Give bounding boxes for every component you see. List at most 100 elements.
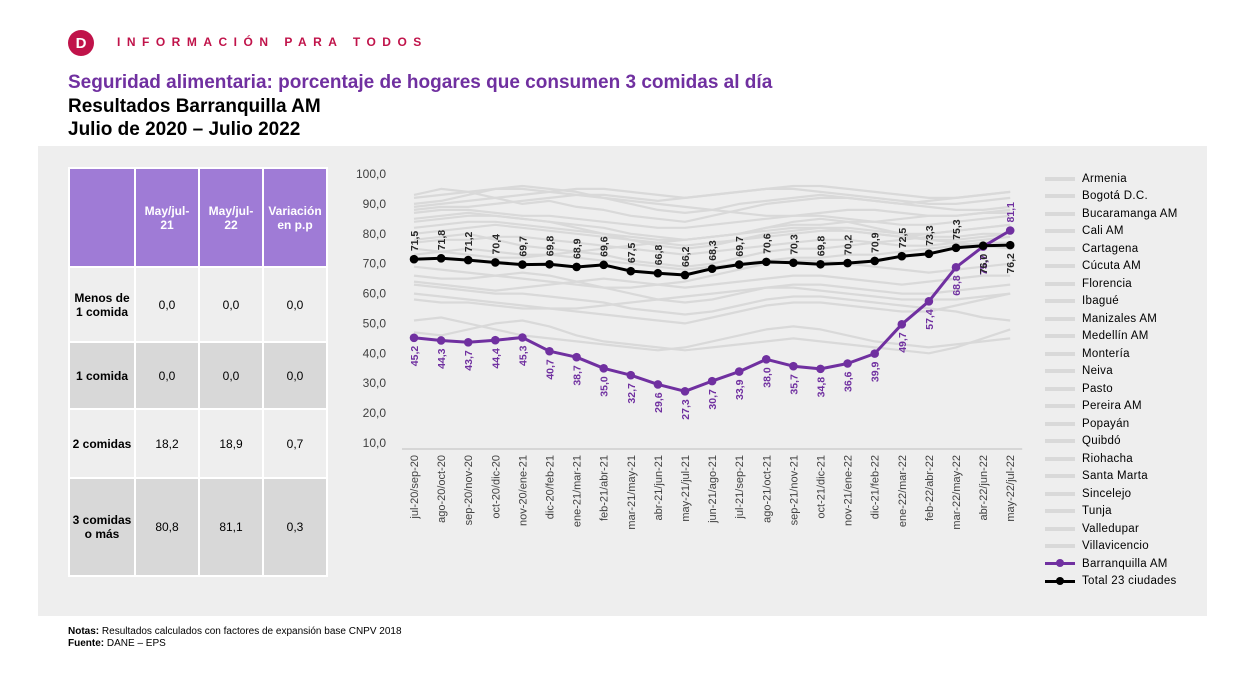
table-header-cell: May/jul-22 (198, 167, 264, 268)
barranquilla-data-label: 38,7 (572, 365, 584, 386)
legend-swatch (1045, 559, 1075, 568)
barranquilla-point (545, 346, 554, 356)
legend-label: Riohacha (1082, 452, 1133, 465)
y-tick-label: 10,0 (363, 436, 387, 450)
total-point (491, 258, 500, 267)
logo-letter: D (75, 34, 87, 52)
total-data-label: 76,0 (978, 254, 990, 275)
barranquilla-point (1005, 226, 1015, 235)
table-row: 2 comidas 18,2 18,9 0,7 (68, 408, 328, 479)
legend-label: Bogotá D.C. (1082, 190, 1148, 203)
total-data-label: 70,4 (490, 234, 502, 255)
city-line-c-cuta-am (413, 292, 1011, 325)
legend-item: Pasto (1045, 380, 1178, 398)
barranquilla-data-label: 32,7 (626, 383, 638, 404)
x-tick-label: mar-22/may-22 (951, 455, 963, 530)
city-line-valledupar (413, 274, 1011, 292)
barranquilla-data-label: 35,0 (599, 376, 611, 397)
x-tick-label: abr-21/jun-21 (653, 455, 665, 520)
table-header-row: May/jul-21 May/jul-22 Variación en p.p (68, 167, 328, 268)
total-point (734, 260, 744, 269)
total-data-label: 76,2 (1005, 253, 1017, 274)
total-point (599, 260, 608, 270)
legend-swatch (1045, 229, 1075, 234)
legend-label: Bucaramanga AM (1082, 207, 1178, 220)
total-point (436, 253, 446, 263)
total-data-label: 70,3 (788, 234, 800, 255)
total-point (463, 255, 473, 265)
legend-item: Medellín AM (1045, 328, 1178, 346)
barranquilla-data-label: 45,2 (409, 346, 421, 367)
barranquilla-point (789, 361, 798, 371)
barranquilla-data-label: 39,9 (870, 361, 882, 382)
table-cell: 18,9 (198, 408, 264, 479)
y-tick-label: 30,0 (363, 376, 387, 390)
footnotes: Notas: Resultados calculados con factore… (68, 626, 402, 650)
legend-label: Sincelejo (1082, 487, 1132, 500)
row-label: Menos de 1 comida (68, 266, 136, 343)
table-row: 1 comida 0,0 0,0 0,0 (68, 341, 328, 410)
legend-label: Ibagué (1082, 295, 1119, 308)
chart-subtitle-city: Resultados Barranquilla AM (68, 96, 321, 117)
total-point (870, 256, 879, 266)
legend-label: Barranquilla AM (1082, 557, 1168, 570)
total-point (572, 262, 581, 272)
barranquilla-point (409, 333, 419, 343)
legend-item: Quibdó (1045, 433, 1178, 451)
city-line-sincelejo (413, 259, 1011, 289)
city-line-quibd- (413, 319, 1011, 355)
barranquilla-data-label: 40,7 (545, 359, 557, 380)
barranquilla-data-label: 30,7 (707, 389, 719, 410)
legend-swatch (1045, 509, 1075, 514)
total-point (762, 257, 771, 267)
city-line-santa-marta (413, 286, 1011, 310)
x-tick-label: ago-21/oct-21 (761, 455, 773, 523)
legend-item-total: Total 23 ciudades (1045, 573, 1178, 591)
row-label: 1 comida (68, 341, 136, 410)
legend-swatch (1045, 544, 1075, 549)
barranquilla-data-label: 49,7 (897, 332, 909, 353)
total-data-label: 66,2 (680, 246, 692, 267)
total-point (978, 241, 988, 251)
legend-swatch (1045, 211, 1075, 216)
total-data-label: 69,7 (517, 236, 529, 257)
table-cell: 0,0 (198, 341, 264, 410)
legend-item: Cartagena (1045, 240, 1178, 258)
legend-label: Tunja (1082, 505, 1112, 518)
x-tick-label: sep-20/nov-20 (463, 455, 475, 525)
barranquilla-data-label: 35,7 (788, 374, 800, 395)
table-header-cell (68, 167, 136, 268)
barranquilla-point (897, 320, 907, 329)
legend-label: Quibdó (1082, 435, 1121, 448)
barranquilla-point (572, 352, 581, 362)
total-data-label: 75,3 (951, 219, 963, 240)
barranquilla-point (436, 336, 446, 345)
total-data-label: 69,7 (734, 236, 746, 257)
x-tick-label: mar-21/may-21 (626, 455, 638, 530)
city-line-medell-n-am (413, 223, 1011, 247)
barranquilla-data-label: 44,4 (490, 348, 502, 369)
table-cell: 0,0 (134, 266, 200, 343)
total-data-label: 70,6 (761, 233, 773, 254)
table-cell: 0,3 (262, 477, 328, 577)
city-line-monter-a (413, 271, 1011, 304)
city-line-ibagu- (413, 193, 1011, 217)
x-tick-label: feb-21/abr-21 (599, 455, 611, 521)
total-point (789, 258, 798, 268)
barranquilla-point (843, 359, 852, 368)
table-cell: 80,8 (134, 477, 200, 577)
barranquilla-data-label: 36,6 (843, 371, 855, 392)
line-chart: 10,0 20,0 30,0 40,0 50,0 60,0 70,0 80,0 90,0 100,… (356, 167, 1023, 530)
total-data-label: 68,3 (707, 240, 719, 261)
table-header-cell: May/jul-21 (134, 167, 200, 268)
legend-swatch (1045, 369, 1075, 374)
brand-tagline: INFORMACIÓN PARA TODOS (117, 35, 428, 49)
legend-swatch (1045, 576, 1075, 585)
legend-label: Florencia (1082, 277, 1132, 290)
table-cell: 0,7 (262, 408, 328, 479)
chart-legend: Armenia Bogotá D.C. Bucaramanga AM Cali AM C… (1045, 170, 1178, 590)
barranquilla-point (816, 364, 825, 374)
total-point (924, 249, 934, 259)
y-tick-label: 40,0 (363, 346, 387, 360)
legend-label: Pasto (1082, 382, 1113, 395)
